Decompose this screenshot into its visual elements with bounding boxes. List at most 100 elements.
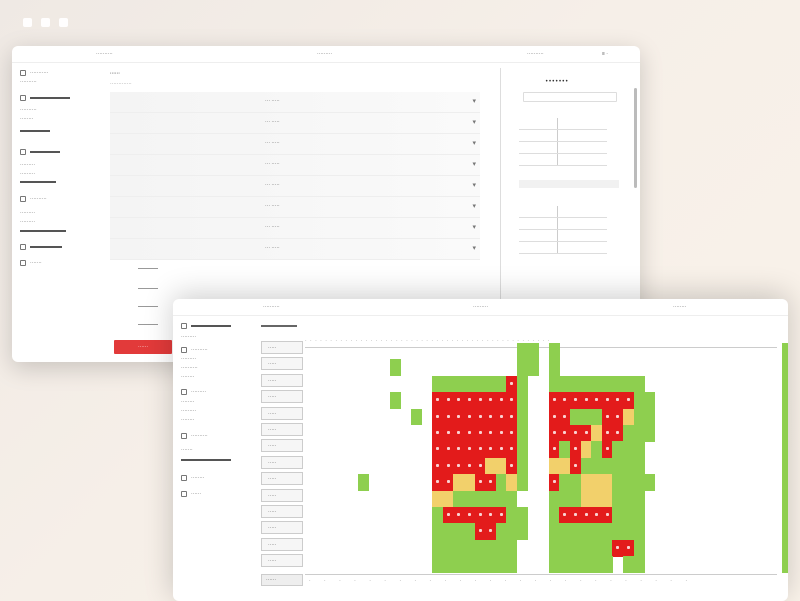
sidebar-item[interactable]: ········· <box>181 389 206 395</box>
heatmap-cell[interactable] <box>782 539 788 557</box>
heatmap-cell[interactable] <box>580 425 592 442</box>
heatmap-cell[interactable] <box>612 375 624 393</box>
heatmap-cell[interactable] <box>464 507 475 524</box>
heatmap-cell[interactable] <box>432 556 444 573</box>
heatmap-cell[interactable] <box>633 392 645 409</box>
heatmap-cell[interactable] <box>782 523 788 541</box>
heatmap-cell[interactable] <box>485 474 497 491</box>
sidebar-item[interactable]: ········· <box>181 408 196 414</box>
heatmap-cell[interactable] <box>432 392 444 409</box>
heatmap-cell[interactable] <box>580 556 592 573</box>
heatmap-cell[interactable] <box>623 425 634 442</box>
heatmap-cell[interactable] <box>559 539 571 557</box>
heatmap-cell[interactable] <box>633 539 645 557</box>
heatmap-cell[interactable] <box>389 392 401 409</box>
sidebar-item[interactable]: ······· <box>20 260 42 266</box>
heatmap-cell[interactable] <box>559 490 571 508</box>
heatmap-cell[interactable] <box>506 392 518 409</box>
heatmap-cell[interactable] <box>591 474 603 491</box>
heatmap-cell[interactable] <box>570 523 581 541</box>
heatmap-cell[interactable] <box>633 375 645 393</box>
heatmap-cell[interactable] <box>474 507 486 524</box>
sidebar-item[interactable]: ········· <box>181 334 196 340</box>
heatmap-cell[interactable] <box>464 441 475 459</box>
heatmap-cell[interactable] <box>495 474 507 491</box>
heatmap-cell[interactable] <box>612 474 624 491</box>
heatmap-cell[interactable] <box>782 359 788 377</box>
heatmap-cell[interactable] <box>474 523 486 541</box>
heatmap-cell[interactable] <box>623 490 634 508</box>
heatmap-cell[interactable] <box>474 408 486 426</box>
heatmap-cell[interactable] <box>506 425 518 442</box>
sidebar-item[interactable]: ········· <box>20 162 35 168</box>
window-dot[interactable] <box>23 18 32 27</box>
heatmap-cell[interactable] <box>453 490 465 508</box>
panel-input[interactable] <box>523 92 617 102</box>
heatmap-cell[interactable] <box>464 408 475 426</box>
heatmap-cell[interactable] <box>442 523 454 541</box>
row-label[interactable]: ····· <box>261 341 303 354</box>
heatmap-cell[interactable] <box>782 490 788 508</box>
heatmap-cell[interactable] <box>570 457 581 475</box>
heatmap-cell[interactable] <box>623 556 634 573</box>
heatmap-cell[interactable] <box>548 343 560 360</box>
heatmap-cell[interactable] <box>495 507 507 524</box>
heatmap-cell[interactable] <box>464 375 475 393</box>
heatmap-cell[interactable] <box>474 392 486 409</box>
heatmap-cell[interactable] <box>612 425 624 442</box>
row-label[interactable]: ····· <box>261 537 303 551</box>
heatmap-cell[interactable] <box>442 556 454 573</box>
heatmap-cell[interactable] <box>612 523 624 541</box>
heatmap-cell[interactable] <box>432 490 444 508</box>
heatmap-cell[interactable] <box>623 375 634 393</box>
sidebar-item[interactable]: ·········· <box>20 107 37 113</box>
heatmap-cell[interactable] <box>506 457 518 475</box>
heatmap-cell[interactable] <box>570 425 581 442</box>
accordion-row[interactable]: ··· ····· ▾ <box>110 176 480 197</box>
heatmap-cell[interactable] <box>485 408 497 426</box>
heatmap-cell[interactable] <box>591 457 603 475</box>
sidebar-item[interactable]: ·········· <box>20 196 47 202</box>
accordion-row[interactable]: ··· ····· ▾ <box>110 113 480 134</box>
heatmap-cell[interactable] <box>570 441 581 459</box>
heatmap-cell[interactable] <box>495 457 507 475</box>
heatmap-cell[interactable] <box>644 408 656 426</box>
heatmap-cell[interactable] <box>570 474 581 491</box>
heatmap-cell[interactable] <box>591 408 603 426</box>
heatmap-cell[interactable] <box>474 474 486 491</box>
heatmap-cell[interactable] <box>548 392 560 409</box>
heatmap-cell[interactable] <box>474 457 486 475</box>
heatmap-cell[interactable] <box>570 408 581 426</box>
heatmap-cell[interactable] <box>548 539 560 557</box>
heatmap-cell[interactable] <box>442 474 454 491</box>
heatmap-cell[interactable] <box>464 474 475 491</box>
scrollbar[interactable] <box>634 88 637 188</box>
heatmap-cell[interactable] <box>570 507 581 524</box>
heatmap-cell[interactable] <box>644 474 656 491</box>
heatmap-cell[interactable] <box>453 556 465 573</box>
heatmap-cell[interactable] <box>432 408 444 426</box>
heatmap-cell[interactable] <box>485 425 497 442</box>
heatmap-cell[interactable] <box>782 556 788 573</box>
heatmap-cell[interactable] <box>591 490 603 508</box>
heatmap-cell[interactable] <box>601 375 613 393</box>
heatmap-cell[interactable] <box>495 556 507 573</box>
heatmap-cell[interactable] <box>559 523 571 541</box>
heatmap-cell[interactable] <box>464 425 475 442</box>
sidebar-item[interactable]: ········· <box>20 171 35 177</box>
heatmap-cell[interactable] <box>601 392 613 409</box>
sidebar-item[interactable]: ······· <box>181 447 193 453</box>
heatmap-cell[interactable] <box>464 392 475 409</box>
sidebar-item[interactable]: ········ <box>181 417 195 423</box>
heatmap-cell[interactable] <box>517 359 528 377</box>
sidebar-item[interactable]: ·········· <box>20 79 37 85</box>
sidebar-item[interactable] <box>20 230 66 232</box>
heatmap-cell[interactable] <box>644 425 656 442</box>
heatmap-cell[interactable] <box>548 507 560 524</box>
heatmap-cell[interactable] <box>474 556 486 573</box>
heatmap-cell[interactable] <box>591 556 603 573</box>
heatmap-cell[interactable] <box>612 507 624 524</box>
heatmap-cell[interactable] <box>442 507 454 524</box>
sidebar-item[interactable] <box>20 244 62 250</box>
heatmap-cell[interactable] <box>559 392 571 409</box>
